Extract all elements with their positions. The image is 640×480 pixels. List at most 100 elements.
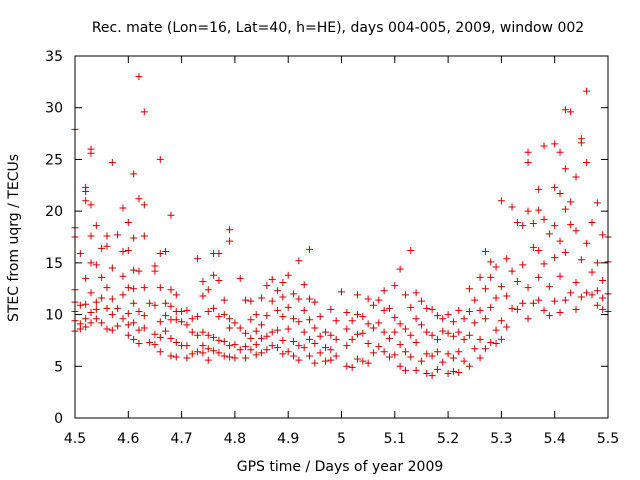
data-point	[369, 324, 377, 332]
data-point	[567, 221, 575, 229]
data-point	[401, 325, 409, 333]
data-point	[87, 289, 95, 297]
data-point	[130, 319, 138, 327]
data-point	[412, 366, 420, 374]
data-point	[135, 340, 143, 348]
data-point	[561, 165, 569, 173]
data-point	[311, 298, 319, 306]
data-point	[258, 334, 266, 342]
data-point	[119, 204, 127, 212]
data-point	[444, 350, 452, 358]
data-point	[316, 313, 324, 321]
data-point	[274, 326, 282, 334]
data-point	[465, 285, 473, 293]
data-point	[87, 149, 95, 157]
data-point	[407, 353, 415, 361]
data-point	[433, 312, 441, 320]
data-point	[183, 342, 191, 350]
data-point	[215, 276, 223, 284]
data-point	[583, 289, 591, 297]
axes: 4.5 4.6 4.7 4.8 4.9 5 5.1 5.2 5.3 5.4 5.5 0 5 10 15 20 2…	[45, 49, 619, 447]
data-point	[401, 366, 409, 374]
data-point	[497, 283, 505, 291]
data-point	[417, 321, 425, 329]
data-point	[519, 261, 527, 269]
data-point	[188, 350, 196, 358]
x-tick-label: 5.1	[384, 431, 406, 447]
data-point	[76, 301, 84, 309]
data-point	[551, 183, 559, 191]
data-point	[396, 341, 404, 349]
data-point	[210, 271, 218, 279]
data-point	[487, 338, 495, 346]
data-point	[124, 219, 132, 227]
data-point	[151, 267, 159, 275]
data-point	[396, 320, 404, 328]
data-point	[82, 274, 90, 282]
data-point	[306, 352, 314, 360]
data-point	[332, 335, 340, 343]
data-point	[588, 268, 596, 276]
data-point	[449, 367, 457, 375]
data-point	[417, 297, 425, 305]
data-point	[199, 292, 207, 300]
data-point	[199, 349, 207, 357]
data-point	[487, 258, 495, 266]
data-point	[465, 331, 473, 339]
data-point	[332, 352, 340, 360]
data-point	[460, 315, 468, 323]
data-point	[343, 309, 351, 317]
data-point	[300, 281, 308, 289]
data-point	[268, 297, 276, 305]
data-point	[258, 321, 266, 329]
data-point	[130, 285, 138, 293]
data-point	[583, 87, 591, 95]
data-point	[215, 250, 223, 258]
data-point	[295, 257, 303, 265]
data-point	[497, 197, 505, 205]
data-point	[412, 315, 420, 323]
data-point	[455, 368, 463, 376]
data-point	[183, 321, 191, 329]
data-point	[295, 295, 303, 303]
data-point	[529, 220, 537, 228]
data-point	[199, 342, 207, 350]
data-point	[124, 310, 132, 318]
data-point	[599, 294, 607, 302]
data-point	[156, 284, 164, 292]
data-point	[593, 199, 601, 207]
data-point	[188, 328, 196, 336]
data-point	[497, 317, 505, 325]
data-point	[380, 306, 388, 314]
data-point	[156, 348, 164, 356]
data-point	[103, 242, 111, 250]
data-point	[279, 313, 287, 321]
data-point	[92, 315, 100, 323]
data-point	[492, 294, 500, 302]
data-point	[508, 267, 516, 275]
data-point	[194, 255, 202, 263]
data-point	[119, 291, 127, 299]
data-point	[268, 275, 276, 283]
data-point	[210, 304, 218, 312]
data-point	[364, 295, 372, 303]
data-point	[247, 334, 255, 342]
data-point	[204, 307, 212, 315]
data-point	[492, 263, 500, 271]
data-point	[338, 288, 345, 296]
data-point	[593, 301, 601, 309]
data-point	[556, 272, 564, 280]
data-point	[417, 357, 425, 365]
data-point	[599, 276, 607, 284]
data-point	[140, 312, 148, 320]
data-point	[124, 331, 132, 339]
data-point	[583, 159, 591, 167]
data-point	[476, 335, 484, 343]
data-point	[524, 148, 532, 156]
data-point	[162, 327, 170, 335]
data-point	[124, 321, 132, 329]
data-point	[380, 348, 388, 356]
data-point	[551, 140, 559, 148]
data-point	[220, 296, 228, 304]
data-point	[380, 287, 388, 295]
